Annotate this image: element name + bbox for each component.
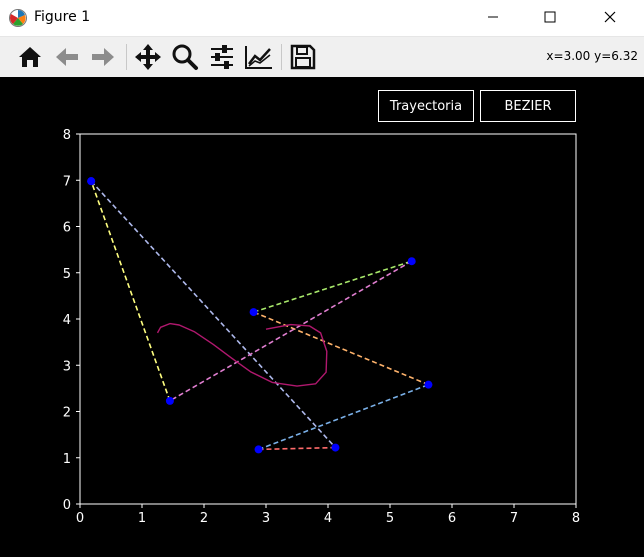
subplots-config-icon <box>211 45 233 69</box>
bezier-button[interactable]: BEZIER <box>480 90 576 122</box>
subplots-config-button[interactable] <box>206 42 238 72</box>
save-icon <box>290 44 316 70</box>
back-button[interactable] <box>51 42 83 72</box>
control-polygon-segment <box>258 383 429 451</box>
control-polygon-segment <box>253 311 429 386</box>
bezier-curve <box>156 322 328 387</box>
home-icon <box>19 47 41 67</box>
y-tick-label: 8 <box>63 128 71 143</box>
control-point[interactable] <box>249 308 258 317</box>
minimize-icon <box>488 16 498 18</box>
cursor-coordinates: x=3.00 y=6.32 <box>546 49 638 63</box>
back-arrow-icon <box>56 48 78 66</box>
close-icon <box>604 11 616 23</box>
control-point[interactable] <box>254 445 263 454</box>
toolbar-separator <box>126 44 127 70</box>
control-polygon-segment <box>169 260 413 402</box>
forward-arrow-icon <box>92 48 114 66</box>
control-point[interactable] <box>165 396 174 405</box>
control-point[interactable] <box>331 443 340 452</box>
navigation-toolbar: x=3.00 y=6.32 <box>0 36 644 78</box>
control-point[interactable] <box>424 380 433 389</box>
x-tick-label: 6 <box>448 511 456 526</box>
close-button[interactable] <box>587 0 633 34</box>
x-tick-label: 1 <box>138 511 146 526</box>
control-polygon-segment <box>90 180 337 449</box>
window-title: Figure 1 <box>34 9 91 25</box>
maximize-icon <box>544 11 556 23</box>
zoom-button[interactable] <box>169 42 201 72</box>
axes-frame <box>79 133 577 505</box>
control-polygon-segment <box>253 260 412 313</box>
y-tick-label: 5 <box>63 267 71 282</box>
control-point[interactable] <box>87 177 96 186</box>
y-tick-label: 3 <box>63 359 71 374</box>
y-tick-label: 4 <box>63 313 71 328</box>
toolbar-separator <box>281 44 282 70</box>
control-point[interactable] <box>407 257 416 266</box>
figure-canvas[interactable]: Trayectoria BEZIER 0 1 2 3 4 5 6 7 8 0 1 2 3 4 5 6 7 8 <box>0 77 644 557</box>
y-tick-label: 0 <box>63 498 71 513</box>
zoom-icon <box>172 44 198 70</box>
x-tick-label: 5 <box>386 511 394 526</box>
x-tick-label: 0 <box>76 511 84 526</box>
x-tick-label: 8 <box>572 511 580 526</box>
forward-button[interactable] <box>87 42 119 72</box>
control-polygon-segment <box>90 180 171 402</box>
x-tick-label: 3 <box>262 511 270 526</box>
minimize-button[interactable] <box>470 0 516 34</box>
maximize-button[interactable] <box>527 0 573 34</box>
y-tick-label: 2 <box>63 406 71 421</box>
axes-edit-button[interactable] <box>243 42 275 72</box>
trayectoria-button[interactable]: Trayectoria <box>378 90 474 122</box>
y-tick-label: 1 <box>63 452 71 467</box>
axes-edit-icon <box>245 46 272 69</box>
x-tick-label: 2 <box>200 511 208 526</box>
control-polygon-segment <box>258 446 336 451</box>
matplotlib-app-icon <box>9 9 27 27</box>
x-tick-label: 4 <box>324 511 332 526</box>
x-tick-label: 7 <box>510 511 518 526</box>
y-tick-label: 7 <box>63 174 71 189</box>
y-tick-label: 6 <box>63 221 71 236</box>
save-button[interactable] <box>287 42 319 72</box>
home-button[interactable] <box>14 42 46 72</box>
pan-button[interactable] <box>132 42 164 72</box>
pan-icon <box>135 44 161 70</box>
window-titlebar: Figure 1 <box>0 0 644 36</box>
bezier-plot[interactable]: 0 1 2 3 4 5 6 7 8 0 1 2 3 4 5 6 7 8 <box>0 77 644 557</box>
